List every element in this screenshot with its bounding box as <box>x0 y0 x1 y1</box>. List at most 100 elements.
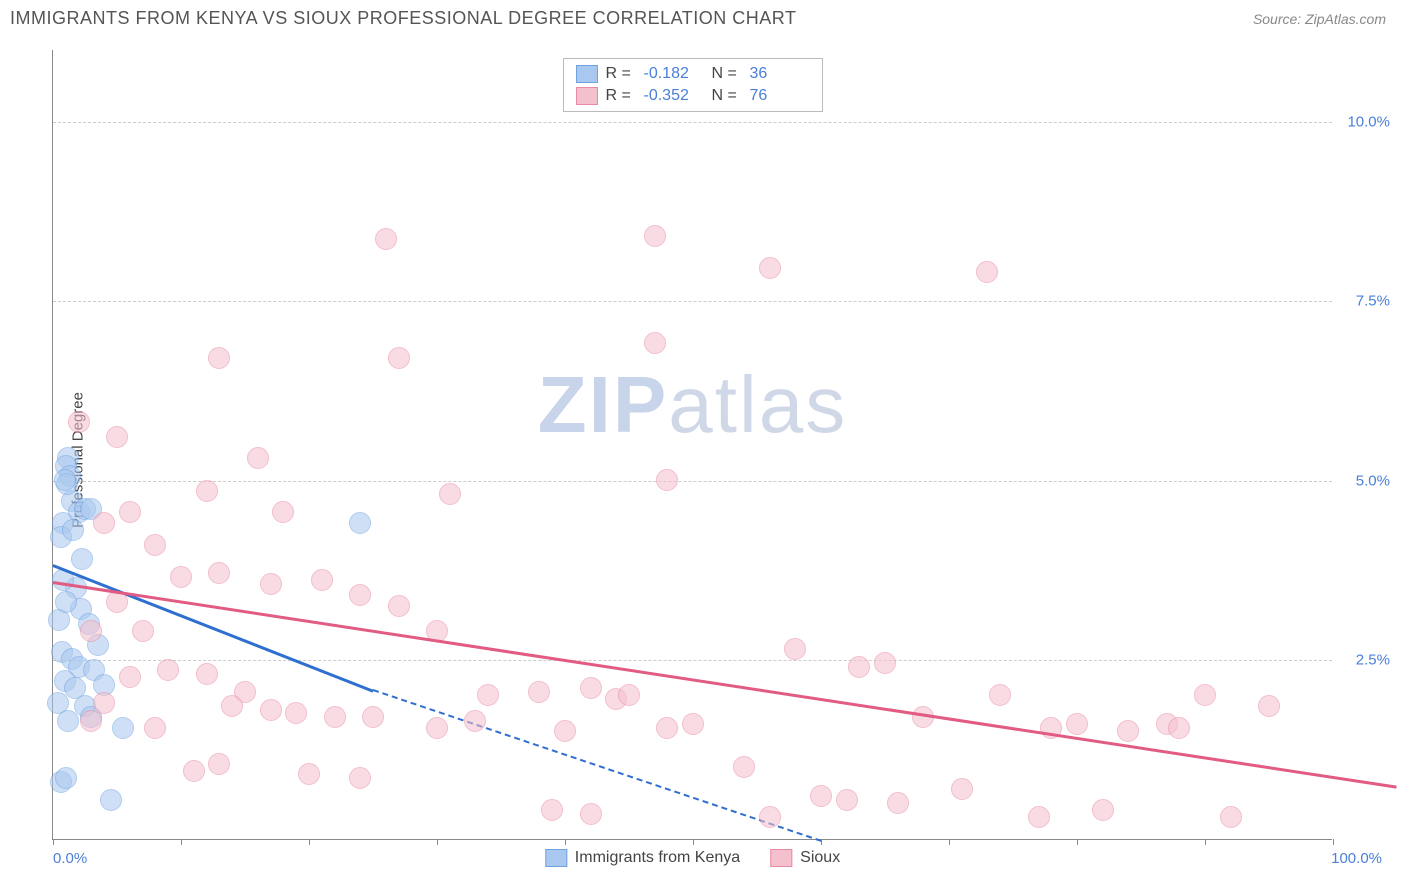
data-point <box>68 411 90 433</box>
data-point <box>247 447 269 469</box>
data-point <box>208 562 230 584</box>
data-point <box>784 638 806 660</box>
data-point <box>733 756 755 778</box>
data-point <box>144 717 166 739</box>
data-point <box>196 480 218 502</box>
data-point <box>580 677 602 699</box>
data-point <box>951 778 973 800</box>
data-point <box>848 656 870 678</box>
r-value-kenya: -0.182 <box>644 65 704 83</box>
data-point <box>208 347 230 369</box>
data-point <box>157 659 179 681</box>
data-point <box>554 720 576 742</box>
data-point <box>464 710 486 732</box>
plot-area: ZIPatlas R = -0.182 N = 36 R = -0.352 N … <box>52 50 1332 840</box>
data-point <box>375 228 397 250</box>
legend-label-sioux: Sioux <box>800 849 840 867</box>
data-point <box>528 681 550 703</box>
data-point <box>170 566 192 588</box>
data-point <box>71 548 93 570</box>
data-point <box>80 710 102 732</box>
x-tick-mark <box>1077 839 1078 845</box>
data-point <box>119 666 141 688</box>
data-point <box>1117 720 1139 742</box>
data-point <box>54 469 76 491</box>
data-point <box>682 713 704 735</box>
data-point <box>311 569 333 591</box>
data-point <box>221 695 243 717</box>
data-point <box>580 803 602 825</box>
watermark-bold: ZIP <box>538 360 668 449</box>
gridline <box>53 481 1332 482</box>
y-tick-label: 7.5% <box>1356 293 1390 310</box>
data-point <box>349 767 371 789</box>
data-point <box>144 534 166 556</box>
chart-title: IMMIGRANTS FROM KENYA VS SIOUX PROFESSIO… <box>10 8 796 29</box>
data-point <box>272 501 294 523</box>
x-tick-mark <box>693 839 694 845</box>
x-tick-mark <box>565 839 566 845</box>
y-tick-label: 5.0% <box>1356 472 1390 489</box>
data-point <box>656 717 678 739</box>
data-point <box>1168 717 1190 739</box>
data-point <box>298 763 320 785</box>
x-tick-mark <box>309 839 310 845</box>
chart-header: IMMIGRANTS FROM KENYA VS SIOUX PROFESSIO… <box>0 0 1406 33</box>
data-point <box>618 684 640 706</box>
x-axis-max-label: 100.0% <box>1331 850 1382 867</box>
legend-item-sioux: Sioux <box>770 849 840 867</box>
data-point <box>810 785 832 807</box>
watermark: ZIPatlas <box>538 359 847 451</box>
x-tick-mark <box>1205 839 1206 845</box>
data-point <box>1258 695 1280 717</box>
data-point <box>55 767 77 789</box>
series-legend: Immigrants from Kenya Sioux <box>545 849 840 867</box>
data-point <box>759 257 781 279</box>
gridline <box>53 301 1332 302</box>
n-value-sioux: 76 <box>750 87 810 105</box>
x-tick-mark <box>949 839 950 845</box>
data-point <box>285 702 307 724</box>
data-point <box>119 501 141 523</box>
swatch-kenya <box>576 65 598 83</box>
data-point <box>196 663 218 685</box>
data-point <box>362 706 384 728</box>
chart-container: Professional Degree ZIPatlas R = -0.182 … <box>10 40 1396 880</box>
data-point <box>1028 806 1050 828</box>
data-point <box>208 753 230 775</box>
legend-item-kenya: Immigrants from Kenya <box>545 849 740 867</box>
legend-swatch-kenya <box>545 849 567 867</box>
x-tick-mark <box>1333 839 1334 845</box>
data-point <box>1194 684 1216 706</box>
data-point <box>93 512 115 534</box>
data-point <box>324 706 346 728</box>
x-axis-min-label: 0.0% <box>53 850 87 867</box>
data-point <box>260 699 282 721</box>
data-point <box>989 684 1011 706</box>
data-point <box>349 512 371 534</box>
correlation-row-2: R = -0.352 N = 76 <box>576 85 810 107</box>
gridline <box>53 660 1332 661</box>
data-point <box>541 799 563 821</box>
data-point <box>1092 799 1114 821</box>
data-point <box>183 760 205 782</box>
x-tick-mark <box>437 839 438 845</box>
data-point <box>759 806 781 828</box>
data-point <box>439 483 461 505</box>
data-point <box>62 519 84 541</box>
x-tick-mark <box>53 839 54 845</box>
data-point <box>887 792 909 814</box>
data-point <box>644 225 666 247</box>
data-point <box>100 789 122 811</box>
legend-label-kenya: Immigrants from Kenya <box>575 849 740 867</box>
data-point <box>656 469 678 491</box>
data-point <box>112 717 134 739</box>
x-tick-mark <box>181 839 182 845</box>
data-point <box>132 620 154 642</box>
data-point <box>80 620 102 642</box>
data-point <box>477 684 499 706</box>
data-point <box>106 426 128 448</box>
data-point <box>388 595 410 617</box>
y-tick-label: 2.5% <box>1356 652 1390 669</box>
correlation-row-1: R = -0.182 N = 36 <box>576 63 810 85</box>
